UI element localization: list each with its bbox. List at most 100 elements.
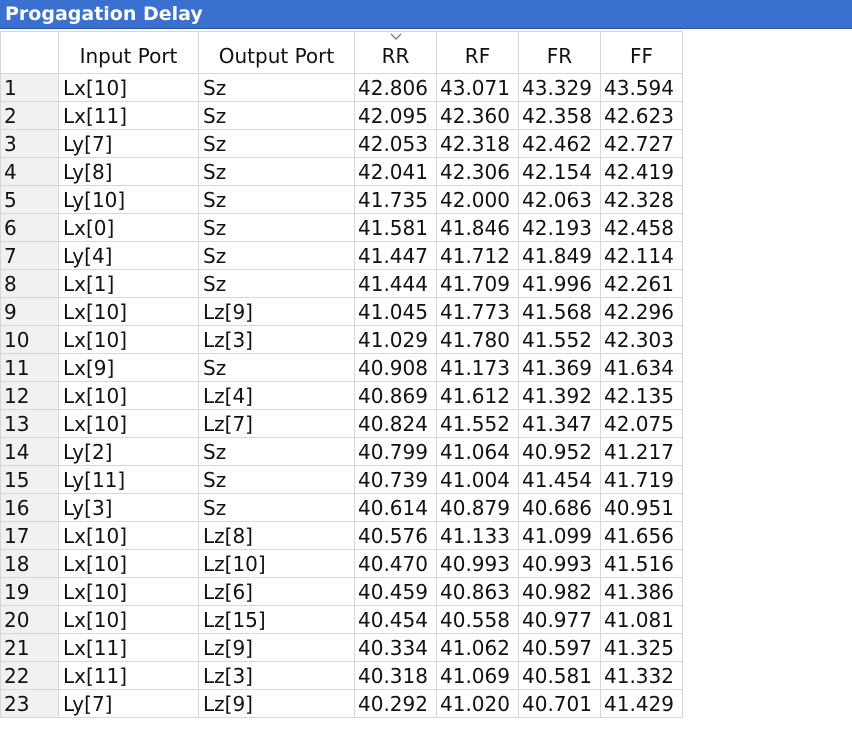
rf-cell[interactable]: 41.069 bbox=[436, 661, 519, 690]
row-number[interactable]: 1 bbox=[0, 73, 59, 102]
fr-cell[interactable]: 41.369 bbox=[518, 353, 601, 382]
rr-cell[interactable]: 41.581 bbox=[354, 213, 437, 242]
output-port-cell[interactable]: Sz bbox=[198, 185, 355, 214]
ff-cell[interactable]: 42.303 bbox=[600, 325, 683, 354]
ff-cell[interactable]: 41.325 bbox=[600, 633, 683, 662]
table-row[interactable]: 14 Ly[2] Sz 40.799 41.064 40.952 41.217 bbox=[0, 437, 683, 466]
table-row[interactable]: 18 Lx[10] Lz[10] 40.470 40.993 40.993 41.516 bbox=[0, 549, 683, 578]
input-port-cell[interactable]: Lx[10] bbox=[58, 521, 199, 550]
output-port-cell[interactable]: Sz bbox=[198, 353, 355, 382]
input-port-cell[interactable]: Lx[11] bbox=[58, 633, 199, 662]
output-port-cell[interactable]: Sz bbox=[198, 493, 355, 522]
ff-cell[interactable]: 40.951 bbox=[600, 493, 683, 522]
fr-cell[interactable]: 41.552 bbox=[518, 325, 601, 354]
row-number[interactable]: 7 bbox=[0, 241, 59, 270]
header-fr[interactable]: FR bbox=[518, 31, 601, 74]
rr-cell[interactable]: 42.095 bbox=[354, 101, 437, 130]
ff-cell[interactable]: 42.727 bbox=[600, 129, 683, 158]
row-number[interactable]: 18 bbox=[0, 549, 59, 578]
fr-cell[interactable]: 41.347 bbox=[518, 409, 601, 438]
table-row[interactable]: 12 Lx[10] Lz[4] 40.869 41.612 41.392 42.135 bbox=[0, 381, 683, 410]
row-number[interactable]: 15 bbox=[0, 465, 59, 494]
rf-cell[interactable]: 41.020 bbox=[436, 689, 519, 718]
table-row[interactable]: 16 Ly[3] Sz 40.614 40.879 40.686 40.951 bbox=[0, 493, 683, 522]
rf-cell[interactable]: 41.062 bbox=[436, 633, 519, 662]
rf-cell[interactable]: 41.064 bbox=[436, 437, 519, 466]
header-rf[interactable]: RF bbox=[436, 31, 519, 74]
table-row[interactable]: 15 Ly[11] Sz 40.739 41.004 41.454 41.719 bbox=[0, 465, 683, 494]
row-number[interactable]: 19 bbox=[0, 577, 59, 606]
rf-cell[interactable]: 40.879 bbox=[436, 493, 519, 522]
ff-cell[interactable]: 42.419 bbox=[600, 157, 683, 186]
ff-cell[interactable]: 42.135 bbox=[600, 381, 683, 410]
rf-cell[interactable]: 41.709 bbox=[436, 269, 519, 298]
row-number[interactable]: 22 bbox=[0, 661, 59, 690]
rf-cell[interactable]: 41.712 bbox=[436, 241, 519, 270]
header-rr[interactable]: RR bbox=[354, 31, 437, 74]
output-port-cell[interactable]: Lz[9] bbox=[198, 297, 355, 326]
ff-cell[interactable]: 41.656 bbox=[600, 521, 683, 550]
rr-cell[interactable]: 40.799 bbox=[354, 437, 437, 466]
ff-cell[interactable]: 42.623 bbox=[600, 101, 683, 130]
rf-cell[interactable]: 40.863 bbox=[436, 577, 519, 606]
table-row[interactable]: 8 Lx[1] Sz 41.444 41.709 41.996 42.261 bbox=[0, 269, 683, 298]
header-ff[interactable]: FF bbox=[600, 31, 683, 74]
output-port-cell[interactable]: Lz[6] bbox=[198, 577, 355, 606]
table-row[interactable]: 7 Ly[4] Sz 41.447 41.712 41.849 42.114 bbox=[0, 241, 683, 270]
ff-cell[interactable]: 42.261 bbox=[600, 269, 683, 298]
output-port-cell[interactable]: Lz[10] bbox=[198, 549, 355, 578]
input-port-cell[interactable]: Ly[7] bbox=[58, 129, 199, 158]
input-port-cell[interactable]: Lx[10] bbox=[58, 577, 199, 606]
rr-cell[interactable]: 41.735 bbox=[354, 185, 437, 214]
table-row[interactable]: 10 Lx[10] Lz[3] 41.029 41.780 41.552 42.303 bbox=[0, 325, 683, 354]
row-number[interactable]: 6 bbox=[0, 213, 59, 242]
fr-cell[interactable]: 40.701 bbox=[518, 689, 601, 718]
row-number[interactable]: 4 bbox=[0, 157, 59, 186]
input-port-cell[interactable]: Ly[7] bbox=[58, 689, 199, 718]
ff-cell[interactable]: 43.594 bbox=[600, 73, 683, 102]
ff-cell[interactable]: 41.429 bbox=[600, 689, 683, 718]
output-port-cell[interactable]: Sz bbox=[198, 437, 355, 466]
fr-cell[interactable]: 40.952 bbox=[518, 437, 601, 466]
row-number[interactable]: 2 bbox=[0, 101, 59, 130]
output-port-cell[interactable]: Lz[3] bbox=[198, 325, 355, 354]
table-row[interactable]: 3 Ly[7] Sz 42.053 42.318 42.462 42.727 bbox=[0, 129, 683, 158]
table-row[interactable]: 9 Lx[10] Lz[9] 41.045 41.773 41.568 42.296 bbox=[0, 297, 683, 326]
row-number[interactable]: 10 bbox=[0, 325, 59, 354]
fr-cell[interactable]: 40.977 bbox=[518, 605, 601, 634]
rf-cell[interactable]: 42.306 bbox=[436, 157, 519, 186]
table-row[interactable]: 19 Lx[10] Lz[6] 40.459 40.863 40.982 41.386 bbox=[0, 577, 683, 606]
rr-cell[interactable]: 40.318 bbox=[354, 661, 437, 690]
rf-cell[interactable]: 41.552 bbox=[436, 409, 519, 438]
table-row[interactable]: 17 Lx[10] Lz[8] 40.576 41.133 41.099 41.656 bbox=[0, 521, 683, 550]
fr-cell[interactable]: 41.996 bbox=[518, 269, 601, 298]
rf-cell[interactable]: 41.133 bbox=[436, 521, 519, 550]
ff-cell[interactable]: 41.386 bbox=[600, 577, 683, 606]
row-number[interactable]: 13 bbox=[0, 409, 59, 438]
fr-cell[interactable]: 41.454 bbox=[518, 465, 601, 494]
ff-cell[interactable]: 41.719 bbox=[600, 465, 683, 494]
rf-cell[interactable]: 41.780 bbox=[436, 325, 519, 354]
rr-cell[interactable]: 40.454 bbox=[354, 605, 437, 634]
row-number[interactable]: 3 bbox=[0, 129, 59, 158]
table-row[interactable]: 20 Lx[10] Lz[15] 40.454 40.558 40.977 41.081 bbox=[0, 605, 683, 634]
rr-cell[interactable]: 42.053 bbox=[354, 129, 437, 158]
fr-cell[interactable]: 43.329 bbox=[518, 73, 601, 102]
table-row[interactable]: 23 Ly[7] Lz[9] 40.292 41.020 40.701 41.429 bbox=[0, 689, 683, 718]
fr-cell[interactable]: 42.358 bbox=[518, 101, 601, 130]
row-number[interactable]: 20 bbox=[0, 605, 59, 634]
output-port-cell[interactable]: Lz[8] bbox=[198, 521, 355, 550]
rf-cell[interactable]: 42.318 bbox=[436, 129, 519, 158]
output-port-cell[interactable]: Sz bbox=[198, 129, 355, 158]
input-port-cell[interactable]: Ly[4] bbox=[58, 241, 199, 270]
rr-cell[interactable]: 42.041 bbox=[354, 157, 437, 186]
rf-cell[interactable]: 40.993 bbox=[436, 549, 519, 578]
output-port-cell[interactable]: Sz bbox=[198, 269, 355, 298]
fr-cell[interactable]: 41.392 bbox=[518, 381, 601, 410]
input-port-cell[interactable]: Lx[10] bbox=[58, 325, 199, 354]
row-number[interactable]: 21 bbox=[0, 633, 59, 662]
rf-cell[interactable]: 42.360 bbox=[436, 101, 519, 130]
output-port-cell[interactable]: Lz[3] bbox=[198, 661, 355, 690]
input-port-cell[interactable]: Lx[11] bbox=[58, 101, 199, 130]
table-row[interactable]: 21 Lx[11] Lz[9] 40.334 41.062 40.597 41.325 bbox=[0, 633, 683, 662]
